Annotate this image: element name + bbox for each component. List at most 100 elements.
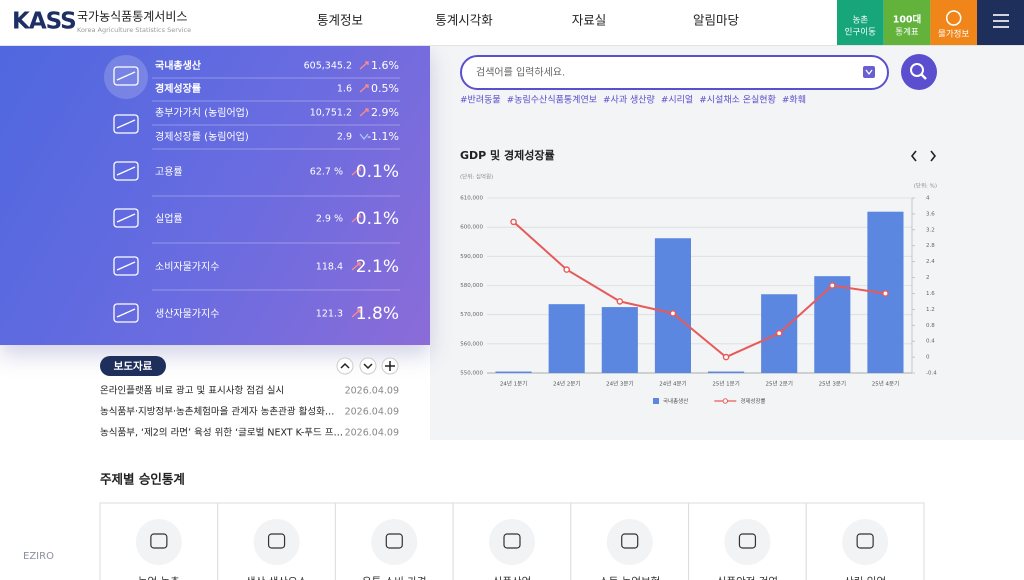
nav-item[interactable]: 알림마당 bbox=[693, 13, 740, 28]
x-tick-label: 24년 4분기 bbox=[659, 380, 686, 388]
indicator-panel bbox=[0, 45, 430, 345]
press-item-title[interactable]: 온라인플랫폼 비료 광고 및 표시사항 점검 실시 bbox=[100, 385, 284, 397]
indicator-name: 실업률 bbox=[155, 212, 183, 225]
line-point bbox=[882, 290, 889, 297]
search-tag[interactable]: #농림수산식품통계연보 bbox=[507, 94, 597, 106]
topic-icon bbox=[856, 533, 874, 549]
topic-label: 소득·농업보험 bbox=[599, 575, 660, 580]
y2-tick-label: 1.6 bbox=[926, 291, 935, 297]
topic-icon-bg bbox=[489, 519, 535, 565]
indicator-change: 0.1% bbox=[356, 162, 399, 182]
site-name-en: Korea Agriculture Statistics Service bbox=[77, 26, 191, 34]
indicator-value: 605,345.2 bbox=[304, 61, 352, 72]
site-name: 국가농식품통계서비스 bbox=[77, 10, 187, 24]
y2-tick-label: 4 bbox=[926, 196, 930, 202]
search-box[interactable] bbox=[460, 55, 889, 90]
press-badge bbox=[100, 356, 166, 376]
y2-axis-label: (단위: %) bbox=[914, 182, 937, 190]
line bbox=[512, 221, 886, 359]
search-tag[interactable]: #화훼 bbox=[782, 95, 806, 106]
search-tag[interactable]: #시리얼 bbox=[661, 95, 693, 106]
quick-link[interactable] bbox=[930, 0, 978, 45]
indicator-value: 1.6 bbox=[337, 84, 352, 95]
x-tick-label: 25년 2분기 bbox=[765, 380, 792, 388]
indicator-icon bbox=[113, 114, 139, 134]
line-point bbox=[616, 298, 624, 305]
press-item-date: 2026.04.09 bbox=[345, 407, 399, 418]
quick-link-label: 물가정보 bbox=[938, 29, 969, 40]
indicator-name: 총부가가치 (농림어업) bbox=[155, 106, 249, 119]
indicator-arrow bbox=[359, 133, 369, 141]
line-point bbox=[829, 282, 836, 289]
topic-icon-bg bbox=[606, 519, 653, 565]
search-icon bbox=[910, 63, 924, 77]
press-more-icon bbox=[385, 361, 395, 371]
y2-tick-label: 2.4 bbox=[926, 259, 935, 265]
indicator-name: 경제성장률 bbox=[155, 82, 201, 95]
indicator-name: 고용률 bbox=[155, 166, 183, 178]
search-dropdown[interactable] bbox=[863, 66, 875, 78]
indicator-value: 62.7 % bbox=[310, 167, 343, 178]
nav-item[interactable]: 통계정보 bbox=[317, 13, 363, 28]
x-tick-label: 24년 1분기 bbox=[500, 380, 527, 388]
search-tag[interactable]: #시설채소 온실현황 bbox=[699, 95, 776, 106]
y-axis-label: (단위: 십억원) bbox=[460, 173, 493, 181]
search-button[interactable] bbox=[901, 54, 937, 90]
line-point bbox=[510, 218, 517, 226]
topic-icon-bg bbox=[724, 519, 771, 565]
indicator-arrow bbox=[351, 262, 361, 271]
y2-tick-label: 3.2 bbox=[926, 227, 935, 233]
press-item-title[interactable]: 농식품부·지방정부·농촌체험마을 관계자 농촌관광 활성화… bbox=[100, 406, 334, 418]
y2-tick-label: 0.8 bbox=[926, 323, 935, 329]
legend-swatch-point bbox=[722, 398, 729, 404]
indicator-icon bbox=[113, 256, 139, 276]
search-tag[interactable]: #반려동물 bbox=[460, 95, 501, 106]
topic-icon-bg bbox=[135, 519, 182, 565]
indicator-value: 2.9 % bbox=[316, 214, 343, 225]
y-tick-label: 560,000 bbox=[460, 341, 483, 347]
indicator-icon bbox=[113, 66, 139, 86]
indicator-value: 118.4 bbox=[316, 262, 343, 273]
press-nav-button[interactable] bbox=[359, 357, 377, 375]
topic-label: 생산·생산요소 bbox=[246, 576, 308, 580]
chart-prev[interactable] bbox=[910, 150, 917, 162]
y-tick-label: 600,000 bbox=[460, 225, 483, 231]
indicator-icon-line bbox=[116, 71, 136, 81]
indicator-arrow bbox=[351, 214, 361, 223]
bar bbox=[495, 371, 532, 373]
press-item-date: 2026.04.09 bbox=[345, 428, 399, 439]
menu-button[interactable] bbox=[977, 0, 1024, 45]
press-nav-icon bbox=[340, 362, 350, 369]
y2-tick-label: -0.4 bbox=[926, 371, 937, 377]
legend-label: 국내총생산 bbox=[663, 397, 688, 405]
topic-icon-bg bbox=[371, 519, 418, 565]
press-nav-button[interactable] bbox=[336, 357, 354, 375]
nav-item[interactable]: 통계시각화 bbox=[435, 13, 493, 28]
line-point bbox=[669, 310, 677, 317]
quick-link-label: 농촌 bbox=[852, 16, 868, 26]
indicator-change: 0.1% bbox=[356, 209, 399, 229]
search-tag[interactable]: #사과 생산량 bbox=[603, 94, 655, 106]
quick-link-label: 100대 bbox=[893, 14, 922, 26]
topic-icon-bg bbox=[842, 519, 889, 565]
indicator-icon-line bbox=[116, 308, 136, 318]
quick-link[interactable] bbox=[883, 0, 931, 45]
indicator-name: 국내총생산 bbox=[155, 59, 202, 72]
nav-item[interactable]: 자료실 bbox=[572, 13, 607, 28]
bar bbox=[814, 276, 851, 373]
indicator-arrow bbox=[359, 61, 369, 70]
y-tick-label: 550,000 bbox=[460, 371, 483, 377]
press-item-title[interactable]: 농식품부, ‘제2의 라면’ 육성 위한 ‘글로벌 NEXT K-푸드 프… bbox=[100, 427, 343, 439]
indicator-value: 10,751.2 bbox=[310, 108, 352, 119]
topic-label: 산림·임업 bbox=[844, 575, 886, 580]
chart-next[interactable] bbox=[930, 150, 937, 162]
search-icon-handle bbox=[920, 73, 927, 80]
quick-link[interactable] bbox=[837, 0, 884, 45]
topic-icon bbox=[385, 533, 403, 549]
topic-icon bbox=[621, 533, 639, 549]
search-dropdown-arrow bbox=[865, 69, 873, 75]
quick-link-label: 인구이동 bbox=[845, 27, 876, 38]
